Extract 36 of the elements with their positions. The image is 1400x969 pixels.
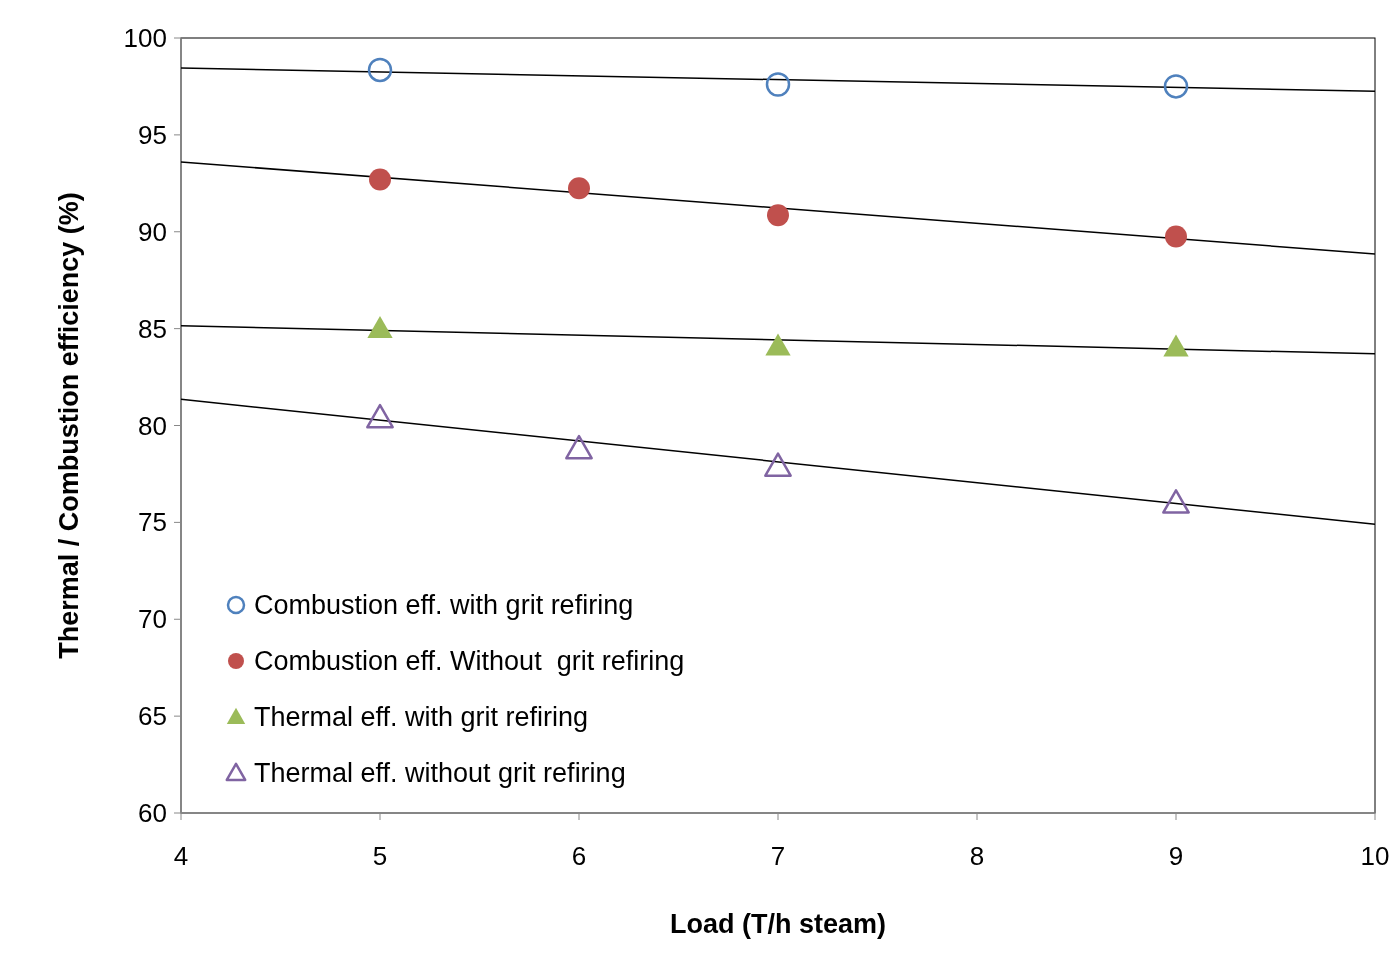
- x-tick-label: 7: [770, 841, 786, 871]
- point: [764, 452, 792, 477]
- legend-label: Thermal eff. with grit refiring: [254, 702, 589, 733]
- legend-label: Combustion eff. Without grit refiring: [254, 646, 685, 677]
- x-tick-label: 4: [173, 841, 189, 871]
- point: [369, 168, 391, 191]
- x-axis-title: Load (T/h steam): [669, 909, 887, 939]
- y-tick-label: 75: [138, 507, 167, 538]
- legend-label: Combustion eff. with grit refiring: [254, 590, 634, 621]
- x-tick-label: 6: [571, 841, 587, 871]
- point: [765, 72, 791, 97]
- y-tick-label: 60: [138, 798, 167, 829]
- y-tick-label: 70: [138, 604, 167, 635]
- point: [366, 403, 394, 429]
- point: [565, 434, 593, 460]
- point: [1165, 225, 1187, 248]
- x-tick-label: 9: [1168, 841, 1184, 871]
- y-tick-label: 80: [138, 410, 167, 441]
- y-tick-label: 95: [138, 119, 167, 150]
- point: [1163, 334, 1189, 357]
- x-tick-label: 5: [372, 841, 388, 871]
- x-tick-label: 8: [969, 841, 985, 871]
- point: [1162, 489, 1190, 514]
- point: [367, 315, 393, 339]
- y-axis-title: Thermal / Combustion efficiency (%): [54, 192, 84, 659]
- point: [367, 57, 393, 83]
- y-tick-label: 85: [138, 313, 167, 344]
- x-tick-label: 10: [1360, 841, 1390, 871]
- point: [767, 204, 789, 227]
- y-tick-label: 65: [138, 701, 167, 732]
- point: [568, 177, 590, 200]
- y-tick-label: 90: [138, 216, 167, 247]
- y-tick-label: 100: [123, 23, 167, 54]
- point: [1163, 74, 1189, 99]
- legend-label: Thermal eff. without grit refiring: [254, 758, 626, 789]
- point: [765, 333, 791, 356]
